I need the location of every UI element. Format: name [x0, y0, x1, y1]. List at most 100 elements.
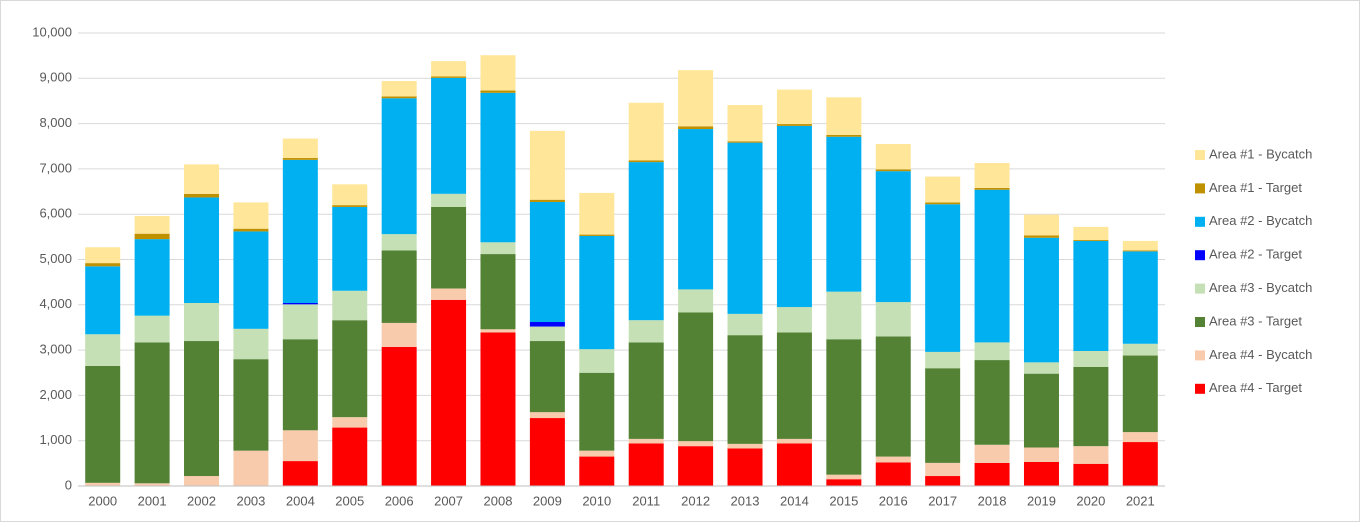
- bar-segment: [579, 235, 615, 350]
- bar-segment: [381, 234, 417, 251]
- y-tick-label: 7,000: [39, 160, 72, 175]
- bar-segment: [85, 247, 121, 264]
- bar-segment: [381, 98, 417, 235]
- y-tick-label: 1,000: [39, 432, 72, 447]
- y-tick-label: 5,000: [39, 251, 72, 266]
- x-tick-label: 2019: [1027, 493, 1056, 508]
- bar-segment: [134, 233, 170, 240]
- bar-segment: [727, 105, 763, 142]
- x-tick-label: 2008: [484, 493, 513, 508]
- bar-segment: [134, 342, 170, 484]
- bar-segment: [233, 359, 269, 451]
- bar-segment: [628, 320, 664, 343]
- bar-segment: [826, 479, 862, 486]
- bar-segment: [1073, 366, 1109, 447]
- bar-segment: [925, 176, 961, 203]
- bar-segment: [826, 136, 862, 292]
- legend-label: Area #2 - Bycatch: [1209, 213, 1312, 228]
- bar-segment: [628, 102, 664, 161]
- bar-segment: [1023, 373, 1059, 448]
- x-tick-label: 2010: [582, 493, 611, 508]
- bar-segment: [776, 443, 812, 486]
- legend-label: Area #1 - Bycatch: [1209, 146, 1312, 161]
- bar-segment: [727, 448, 763, 486]
- bar-segment: [776, 307, 812, 333]
- bar-segment: [776, 332, 812, 439]
- bar-segment: [974, 163, 1010, 188]
- bar-segment: [875, 171, 911, 303]
- x-tick-label: 2007: [434, 493, 463, 508]
- bar-segment: [529, 412, 565, 419]
- y-tick-label: 9,000: [39, 70, 72, 85]
- bar-segment: [579, 349, 615, 373]
- legend-label: Area #4 - Target: [1209, 380, 1302, 395]
- bar-segment: [776, 125, 812, 308]
- bar-segment: [480, 329, 516, 333]
- bar-segment: [1073, 240, 1109, 241]
- x-tick-label: 2004: [286, 493, 315, 508]
- bar-segment: [776, 438, 812, 444]
- x-tick-label: 2017: [928, 493, 957, 508]
- bar-segment: [332, 206, 368, 291]
- bar-segment: [480, 92, 516, 243]
- bar-segment: [776, 89, 812, 125]
- bar-segment: [134, 315, 170, 343]
- bar-segment: [1073, 351, 1109, 367]
- bar-segment: [579, 234, 615, 236]
- legend-swatch: [1195, 283, 1205, 294]
- bar-segment: [85, 482, 121, 486]
- bar-segment: [727, 141, 763, 143]
- bar-segment: [628, 443, 664, 486]
- bar-segment: [925, 204, 961, 352]
- bar-segment: [628, 160, 664, 163]
- bar-segment: [974, 342, 1010, 361]
- bar-segment: [529, 326, 565, 342]
- bar-segment: [431, 288, 467, 300]
- bar-segment: [431, 206, 467, 289]
- bar-segment: [727, 313, 763, 336]
- x-tick-label: 2016: [879, 493, 908, 508]
- bar-segment: [628, 342, 664, 439]
- bar-segment: [85, 365, 121, 483]
- bar-segment: [1122, 250, 1158, 252]
- bar-segment: [282, 430, 318, 462]
- bar-segment: [925, 368, 961, 463]
- bar-segment: [282, 158, 318, 160]
- bar-segment: [727, 443, 763, 449]
- legend-label: Area #2 - Target: [1209, 247, 1302, 262]
- bar-segment: [727, 142, 763, 314]
- bar-segment: [431, 77, 467, 194]
- bar-segment: [134, 483, 170, 486]
- bar-segment: [184, 164, 220, 194]
- bar-segment: [233, 202, 269, 229]
- bar-segment: [1122, 251, 1158, 344]
- legend-swatch: [1195, 216, 1205, 227]
- bar-segment: [1122, 343, 1158, 356]
- bar-segment: [974, 360, 1010, 445]
- x-tick-label: 2018: [978, 493, 1007, 508]
- bar-segment: [529, 130, 565, 200]
- legend-label: Area #4 - Bycatch: [1209, 347, 1312, 362]
- bar-segment: [628, 438, 664, 444]
- bar-segment: [678, 70, 714, 127]
- legend-swatch: [1195, 150, 1205, 160]
- bar-segment: [282, 159, 318, 303]
- bar-segment: [381, 96, 417, 99]
- bar-segment: [282, 138, 318, 159]
- x-tick-label: 2002: [187, 493, 216, 508]
- bar-segment: [332, 417, 368, 428]
- bar-segment: [480, 332, 516, 486]
- bar-segment: [1023, 461, 1059, 486]
- bar-segment: [925, 202, 961, 205]
- bar-segment: [184, 197, 220, 303]
- bar-segment: [1122, 240, 1158, 251]
- bar-segment: [678, 129, 714, 290]
- bar-segment: [282, 304, 318, 340]
- bar-segment: [184, 476, 220, 486]
- x-tick-label: 2009: [533, 493, 562, 508]
- bar-segment: [826, 339, 862, 475]
- bar-segment: [381, 322, 417, 347]
- bar-segment: [134, 216, 170, 234]
- legend-swatch: [1195, 383, 1205, 394]
